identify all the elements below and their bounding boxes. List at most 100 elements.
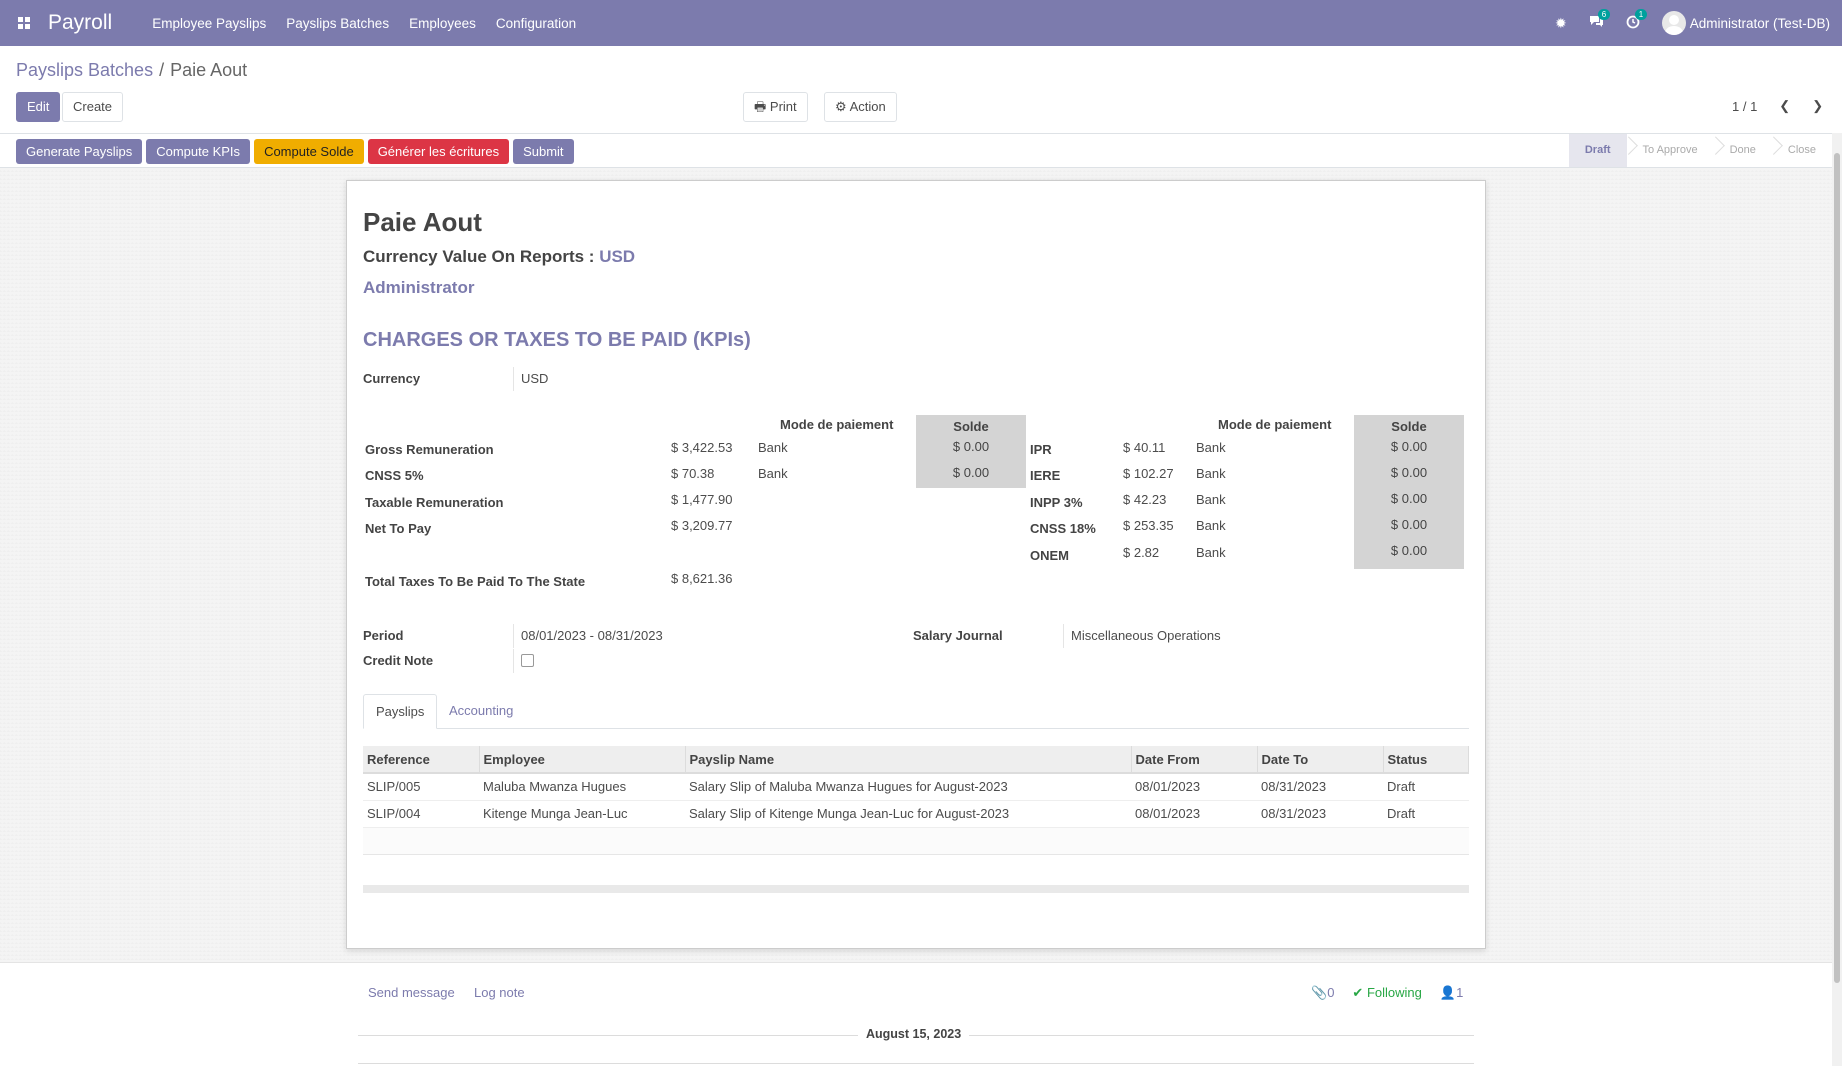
kpi-mode-cnss18[interactable]: Bank [1196,518,1226,533]
edit-button[interactable]: Edit [16,92,61,122]
top-navbar: Payroll Employee Payslips Payslips Batch… [0,0,1842,46]
row-status: Draft [1383,773,1469,801]
breadcrumb-parent[interactable]: Payslips Batches [16,60,154,80]
activities-clock-icon[interactable]: 1 [1626,8,1648,32]
currency-on-reports-label: Currency Value On Reports : [363,247,595,266]
credit-note-label: Credit Note [363,653,434,668]
send-message-button[interactable]: Send message [368,985,455,1000]
print-button[interactable]: 🖶 Print [743,92,808,122]
kpi-amount-cnss5: $ 70.38 [671,466,715,481]
create-button[interactable]: Create [62,92,124,122]
kpi-mode-onem[interactable]: Bank [1196,545,1226,560]
page-title: Paie Aout [363,207,482,237]
generate-payslips-button[interactable]: Generate Payslips [16,139,143,164]
kpi-amount-iere: $ 102.27 [1123,466,1174,481]
empty-row [363,827,1469,855]
col-payslip-name[interactable]: Payslip Name [685,746,1132,774]
responsible-user[interactable]: Administrator [363,278,475,297]
col-status[interactable]: Status [1383,746,1469,774]
pager: 1 / 1 ❮ ❯ [1732,98,1823,114]
messages-badge: 6 [1597,9,1611,20]
left-mode-header: Mode de paiement [780,417,894,432]
generer-ecritures-button[interactable]: Générer les écritures [367,139,510,164]
credit-note-checkbox[interactable] [521,654,534,667]
right-solde-header: Solde [1391,419,1427,434]
form-tabs: Payslips Accounting [363,694,1469,729]
kpi-label-cnss18: CNSS 18% [1030,521,1096,536]
attachments-count: 0 [1327,985,1335,1000]
kpi-mode-cnss5[interactable]: Bank [758,466,788,481]
col-date-to[interactable]: Date To [1257,746,1384,774]
attachments-button[interactable]: 📎0 [1311,985,1334,1001]
col-date-from[interactable]: Date From [1131,746,1258,774]
tab-accounting[interactable]: Accounting [449,703,514,718]
kpi-label-net: Net To Pay [365,521,432,536]
date-label: August 15, 2023 [858,1027,970,1041]
apps-menu-icon[interactable] [0,0,48,46]
row-reference: SLIP/005 [363,773,479,801]
paperclip-icon: 📎 [1311,985,1328,1000]
currency-field-value[interactable]: USD [521,371,549,386]
pager-value[interactable]: 1 / 1 [1732,98,1758,114]
table-row[interactable]: SLIP/004 Kitenge Munga Jean-Luc Salary S… [363,800,1469,828]
col-employee[interactable]: Employee [479,746,686,774]
right-solde-column: Solde $ 0.00 $ 0.00 $ 0.00 $ 0.00 $ 0.00 [1354,415,1464,569]
kpi-label-cnss5: CNSS 5% [365,468,424,483]
compute-solde-button[interactable]: Compute Solde [254,139,364,164]
submit-button[interactable]: Submit [513,139,574,164]
kpi-amount-inpp: $ 42.23 [1123,492,1167,507]
row-employee: Kitenge Munga Jean-Luc [479,800,685,828]
row-employee: Maluba Mwanza Hugues [479,773,685,801]
salary-journal-value[interactable]: Miscellaneous Operations [1071,628,1221,643]
row-date-from: 08/01/2023 [1131,773,1257,801]
col-reference[interactable]: Reference [363,746,480,774]
left-solde-1: $ 0.00 [952,465,990,480]
menu-employee-payslips[interactable]: Employee Payslips [152,15,267,31]
user-menu[interactable]: Administrator (Test-DB) [1661,11,1830,35]
stage-indicator: Draft To Approve Done Close [1568,134,1832,167]
chevron-right-icon[interactable]: ❯ [1812,98,1824,113]
right-solde-0: $ 0.00 [1390,439,1428,454]
kpi-amount-cnss18: $ 253.35 [1123,518,1174,533]
kpi-label-onem: ONEM [1030,548,1069,563]
breadcrumb-current: Paie Aout [170,60,248,80]
tab-payslips[interactable]: Payslips [363,694,438,729]
row-date-from: 08/01/2023 [1131,800,1257,828]
currency-field-label: Currency [363,371,421,386]
kpi-label-ipr: IPR [1030,442,1052,457]
period-label: Period [363,628,404,643]
period-value[interactable]: 08/01/2023 - 08/31/2023 [521,628,663,643]
row-status: Draft [1383,800,1469,828]
row-payslip-name: Salary Slip of Maluba Mwanza Hugues for … [685,773,1131,801]
chatter: Send message Log note 📎0 ✔ Following 👤1 … [0,962,1832,1066]
action-label: Action [849,99,886,114]
table-row[interactable]: SLIP/005 Maluba Mwanza Hugues Salary Sli… [363,773,1469,801]
kpi-mode-gross[interactable]: Bank [758,440,788,455]
log-note-button[interactable]: Log note [474,985,525,1000]
bug-icon[interactable]: ✹ [1554,14,1567,31]
menu-employees[interactable]: Employees [409,15,476,31]
kpi-mode-ipr[interactable]: Bank [1196,440,1226,455]
kpi-label-iere: IERE [1030,468,1061,483]
followers-button[interactable]: 👤1 [1440,985,1463,1001]
print-icon: 🖶 [754,99,767,114]
form-sheet: Paie Aout Currency Value On Reports : US… [346,180,1486,949]
activities-badge: 1 [1634,8,1648,20]
stage-to-approve[interactable]: To Approve [1627,134,1714,167]
stage-close[interactable]: Close [1772,134,1832,167]
kpi-mode-inpp[interactable]: Bank [1196,492,1226,507]
messages-icon[interactable]: 6 [1589,9,1611,31]
menu-payslips-batches[interactable]: Payslips Batches [286,15,390,31]
currency-on-reports-value[interactable]: USD [599,247,636,266]
action-button[interactable]: ⚙ Action [824,92,897,122]
kpi-section-title: CHARGES OR TAXES TO BE PAID (KPIs) [363,329,751,351]
stage-done[interactable]: Done [1714,134,1772,167]
compute-kpis-button[interactable]: Compute KPIs [146,139,251,164]
scrollbar[interactable] [1832,133,1842,1066]
following-button[interactable]: ✔ Following [1352,985,1421,1001]
menu-configuration[interactable]: Configuration [495,15,577,31]
kpi-amount-taxable: $ 1,477.90 [671,492,733,507]
app-name[interactable]: Payroll [48,11,113,34]
kpi-mode-iere[interactable]: Bank [1196,466,1226,481]
chevron-left-icon[interactable]: ❮ [1779,98,1791,113]
